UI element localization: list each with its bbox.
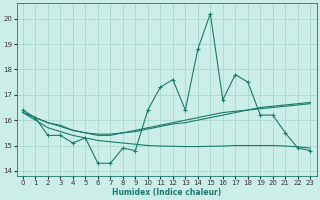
X-axis label: Humidex (Indice chaleur): Humidex (Indice chaleur) — [112, 188, 221, 197]
